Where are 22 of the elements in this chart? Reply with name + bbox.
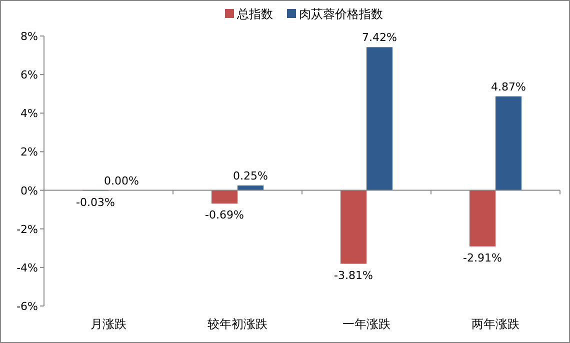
y-tick-label: 8% [20,30,38,43]
data-label: 7.42% [362,31,397,44]
legend-label: 肉苁蓉价格指数 [299,7,383,21]
y-tick-label: -6% [16,300,38,313]
data-label: -3.81% [334,268,373,282]
y-tick-label: -4% [16,261,38,274]
data-label: 0.25% [233,169,268,182]
x-tick-label: 两年涨跌 [472,317,520,331]
x-tick-label: 月涨跌 [90,317,126,331]
data-label: -0.69% [205,208,244,222]
data-label: 4.87% [491,80,526,94]
data-label: 0.00% [104,174,139,188]
y-tick-label: 0% [20,184,38,198]
data-label: -0.03% [76,196,115,209]
y-tick-label: 6% [20,68,38,82]
data-label: -2.91% [463,251,502,264]
y-tick-label: -2% [16,222,38,236]
x-tick-label: 较年初涨跌 [208,317,268,331]
y-tick-label: 4% [20,107,38,120]
legend-label: 总指数 [236,7,273,21]
y-tick-label: 2% [20,146,38,159]
x-tick-label: 一年涨跌 [342,317,390,331]
